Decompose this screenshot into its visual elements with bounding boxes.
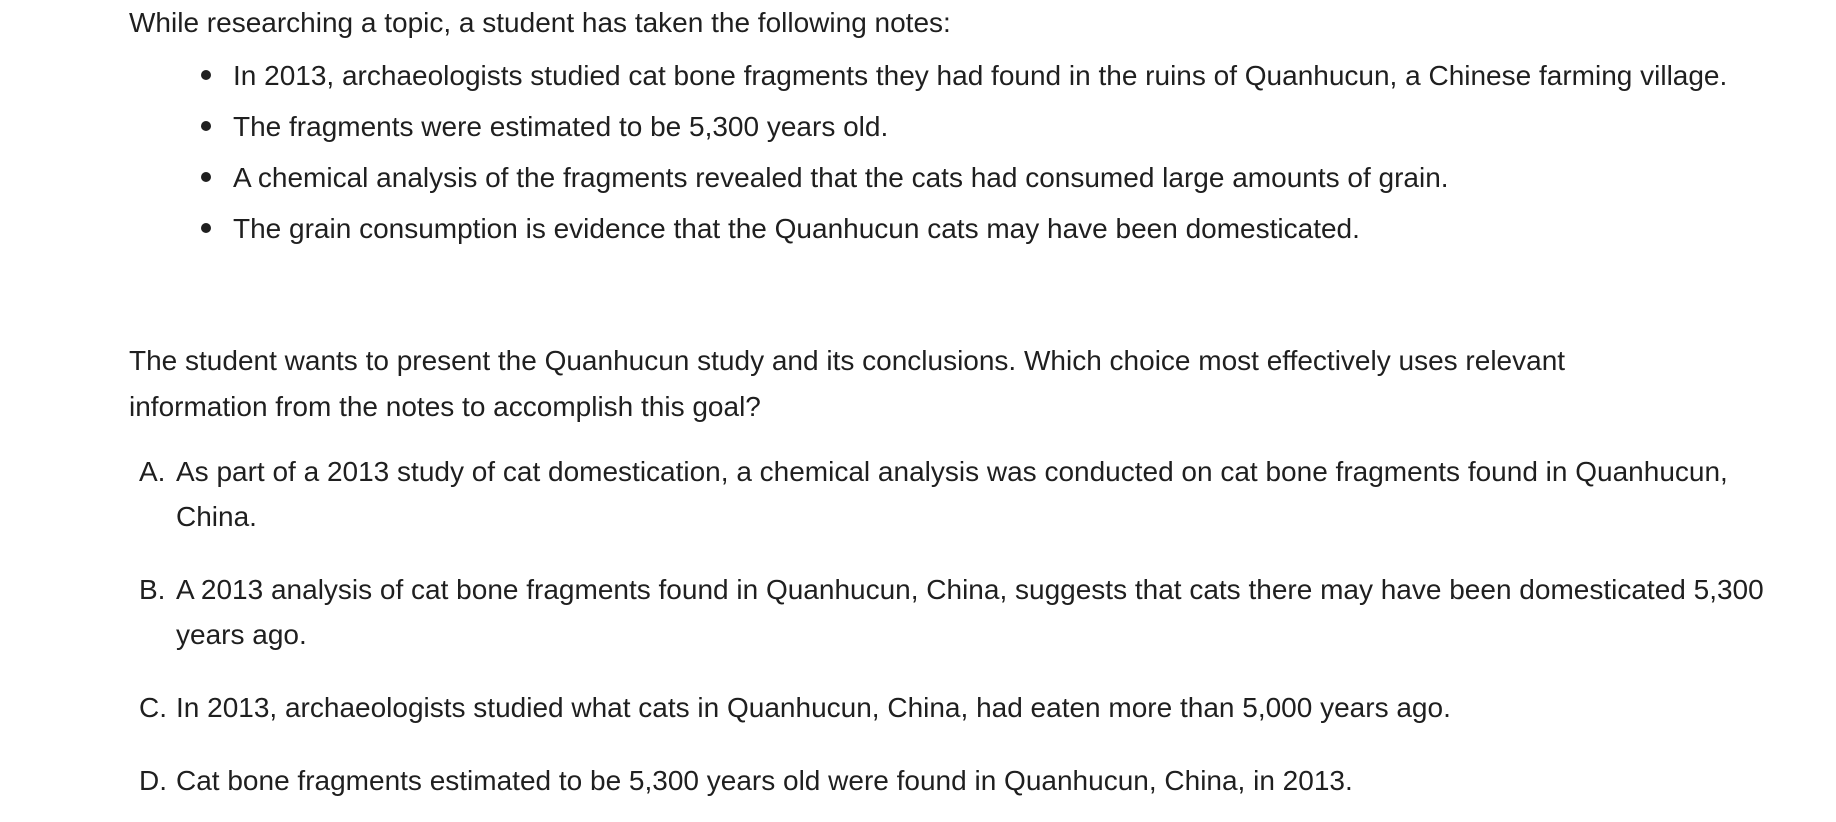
- choice-letter: C.: [139, 692, 167, 723]
- note-item: The grain consumption is evidence that t…: [201, 203, 1793, 254]
- answer-choice-c[interactable]: C. In 2013, archaeologists studied what …: [129, 685, 1769, 730]
- bullet-icon: [201, 172, 211, 182]
- notes-intro: While researching a topic, a student has…: [129, 7, 951, 38]
- answer-choice-d[interactable]: D. Cat bone fragments estimated to be 5,…: [129, 758, 1769, 803]
- choice-letter: B.: [139, 574, 166, 605]
- note-text: In 2013, archaeologists studied cat bone…: [233, 60, 1728, 91]
- question-prompt: The student wants to present the Quanhuc…: [129, 345, 1566, 422]
- bullet-icon: [201, 70, 211, 80]
- choice-letter: D.: [139, 765, 167, 796]
- choice-letter: A.: [139, 456, 166, 487]
- choice-text: In 2013, archaeologists studied what cat…: [176, 692, 1451, 723]
- answer-choice-a[interactable]: A. As part of a 2013 study of cat domest…: [129, 449, 1769, 539]
- choice-text: As part of a 2013 study of cat domestica…: [176, 456, 1728, 532]
- note-item: A chemical analysis of the fragments rev…: [201, 152, 1793, 203]
- bullet-icon: [201, 223, 211, 233]
- note-text: A chemical analysis of the fragments rev…: [233, 162, 1449, 193]
- note-item: The fragments were estimated to be 5,300…: [201, 101, 1793, 152]
- note-text: The fragments were estimated to be 5,300…: [233, 111, 889, 142]
- note-item: In 2013, archaeologists studied cat bone…: [201, 50, 1793, 101]
- bullet-icon: [201, 121, 211, 131]
- answer-choice-b[interactable]: B. A 2013 analysis of cat bone fragments…: [129, 567, 1769, 657]
- choice-text: Cat bone fragments estimated to be 5,300…: [176, 765, 1353, 796]
- choice-text: A 2013 analysis of cat bone fragments fo…: [176, 574, 1764, 650]
- notes-list: In 2013, archaeologists studied cat bone…: [201, 50, 1793, 254]
- note-text: The grain consumption is evidence that t…: [233, 213, 1360, 244]
- answer-choices: A. As part of a 2013 study of cat domest…: [129, 449, 1769, 803]
